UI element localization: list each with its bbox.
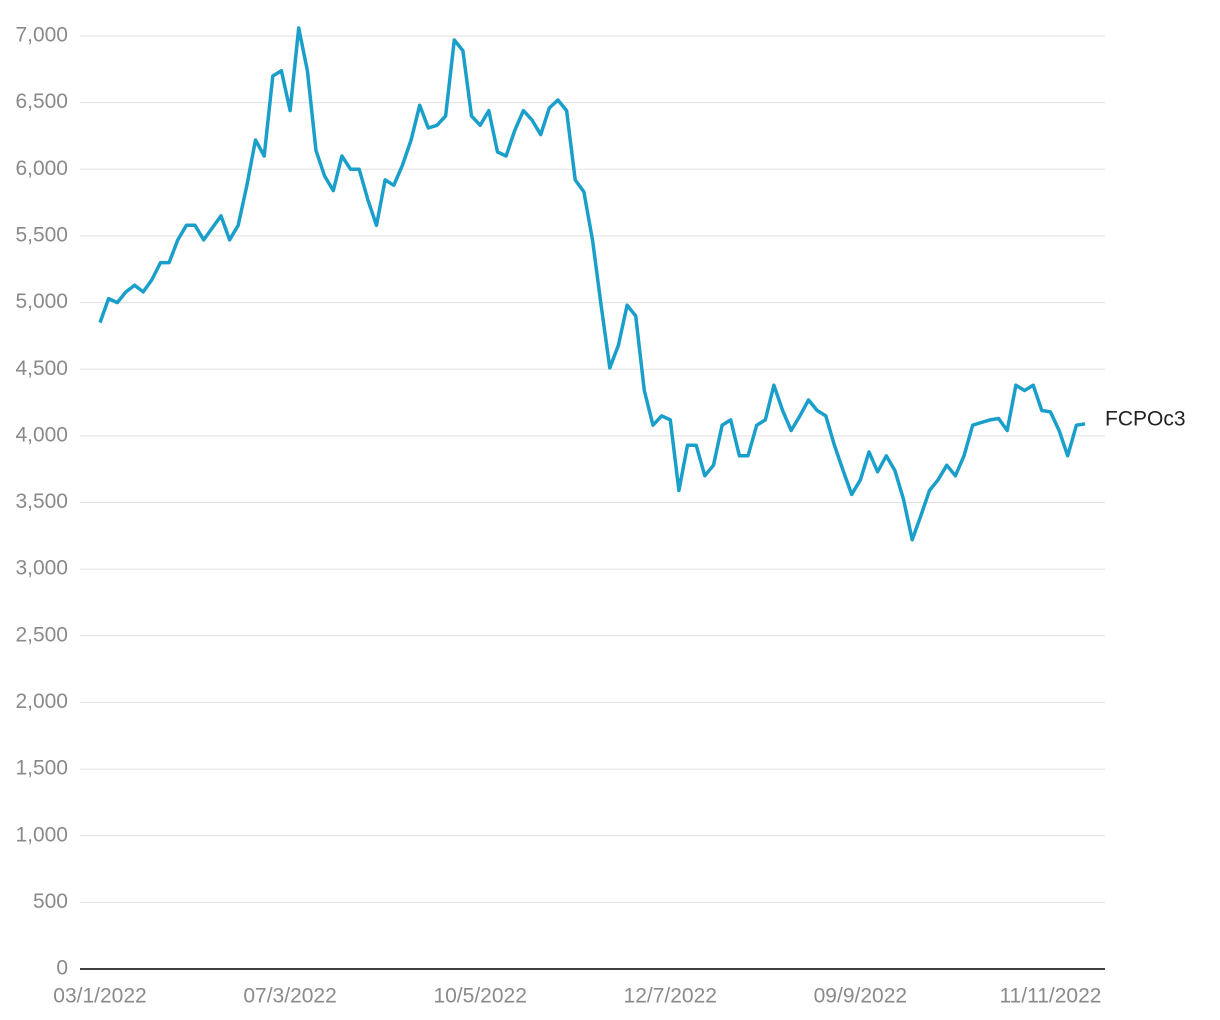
y-tick-label: 500 [33,890,68,913]
y-tick-label: 4,500 [15,357,68,380]
y-tick-label: 5,500 [15,223,68,246]
x-tick-label: 11/11/2022 [999,985,1101,1008]
y-tick-label: 1,000 [15,823,68,846]
x-tick-label: 09/9/2022 [814,985,907,1008]
x-tick-label: 07/3/2022 [243,985,336,1008]
y-tick-label: 2,000 [15,690,68,713]
y-tick-label: 2,500 [15,623,68,646]
y-tick-label: 3,500 [15,490,68,513]
line [98,26,1086,542]
x-tick-label: 10/5/2022 [433,985,526,1008]
y-tick-label: 4,000 [15,423,68,446]
y-tick-label: 7,000 [15,24,68,47]
y-tick-label: 5,000 [15,290,68,313]
x-tick-label: 12/7/2022 [624,985,717,1008]
y-tick-label: 6,500 [15,90,68,113]
y-tick-label: 6,000 [15,157,68,180]
y-tick-label: 3,000 [15,557,68,580]
y-tick-label: 1,500 [15,757,68,780]
y-tick-label: 0 [56,957,68,980]
series-label: FCPOc3 [1105,407,1186,430]
x-tick-label: 03/1/2022 [53,985,146,1008]
